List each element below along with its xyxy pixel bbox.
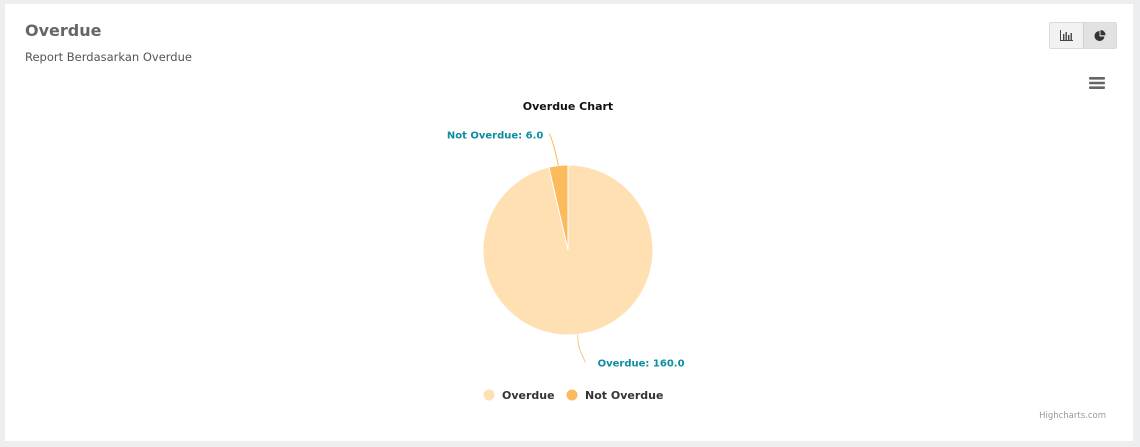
legend-item-overdue[interactable]: Overdue bbox=[483, 389, 555, 402]
credits-link[interactable]: Highcharts.com bbox=[1039, 411, 1106, 421]
data-label-connector bbox=[577, 334, 587, 363]
pie-chart-button[interactable] bbox=[1083, 23, 1116, 48]
bar-chart-button[interactable] bbox=[1050, 23, 1083, 48]
data-label: Not Overdue: 6.0 bbox=[447, 131, 544, 142]
bar-chart-icon bbox=[1060, 30, 1073, 41]
legend-label: Not Overdue bbox=[585, 389, 663, 402]
pie-chart-icon bbox=[1094, 29, 1106, 41]
legend-label: Overdue bbox=[502, 389, 555, 402]
chart-type-toggle bbox=[1049, 22, 1117, 49]
hamburger-menu-icon[interactable] bbox=[1088, 75, 1106, 91]
panel-title: Overdue bbox=[25, 21, 102, 40]
data-label: Overdue: 160.0 bbox=[598, 358, 685, 369]
legend-marker bbox=[483, 389, 495, 401]
pie-slice-not-overdue[interactable] bbox=[548, 164, 569, 251]
pie-chart: Overdue Chart Overdue: 160.0 Not Overdue:… bbox=[447, 100, 685, 402]
panel-subtitle: Report Berdasarkan Overdue bbox=[25, 50, 192, 64]
legend-item-not-overdue[interactable]: Not Overdue bbox=[566, 389, 664, 402]
chart-title: Overdue Chart bbox=[523, 100, 613, 113]
data-label-connector bbox=[548, 133, 559, 166]
overdue-panel: Overdue Report Berdasarkan Overdue Overd… bbox=[5, 4, 1133, 441]
legend-marker bbox=[566, 389, 578, 401]
